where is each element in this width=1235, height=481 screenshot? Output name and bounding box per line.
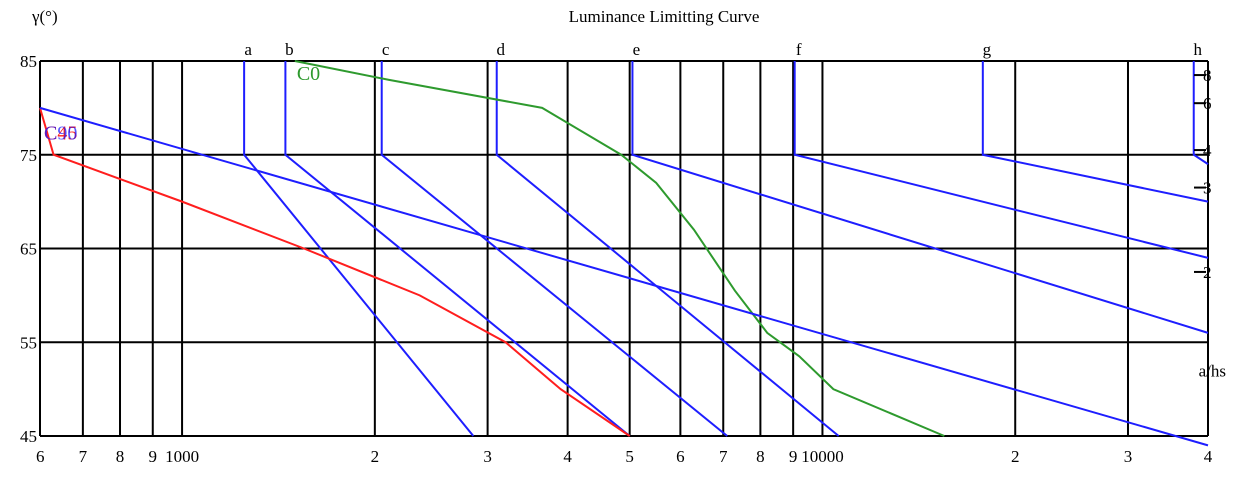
x-tick-label: 3 [483,447,492,466]
y-tick-label: 55 [20,333,37,352]
right-tick-label: 4 [1203,141,1212,160]
series-label-c90: C90 [44,122,77,144]
limit-curve-a [243,61,475,437]
right-tick-label: 3 [1203,179,1212,198]
limit-curve-d [495,61,840,437]
limit-curve-f [793,61,1209,259]
y-tick-label: 75 [20,146,37,165]
x-tick-label: 6 [36,447,45,466]
x-tick-label: 3 [1124,447,1133,466]
y-tick-label: 85 [20,52,37,71]
series-label-c45: C45 [44,122,77,144]
y-tick-label: 65 [20,240,37,259]
x-tick-label: 4 [1204,447,1213,466]
curve-label-h: h [1193,40,1202,59]
x-tick-label: 10000 [801,447,844,466]
y-tick-label: 45 [20,427,37,446]
chart-title: Luminance Limitting Curve [569,7,760,26]
x-tick-label: 2 [371,447,380,466]
curve-label-d: d [496,40,505,59]
series-layer [39,60,1209,447]
x-axis-label: a/hs [1199,361,1226,380]
x-tick-label: 9 [149,447,158,466]
x-tick-label: 7 [79,447,88,466]
series-c45 [39,107,631,437]
x-tick-label: 9 [789,447,798,466]
curve-label-f: f [796,40,802,59]
x-tick-label: 8 [116,447,125,466]
limit-curve-c [380,61,728,437]
x-tick-label: 5 [625,447,634,466]
right-tick-label: 6 [1203,94,1212,113]
grid-layer [39,60,1209,437]
x-tick-label: 1000 [165,447,199,466]
limit-curve-b [284,61,631,437]
curve-label-c: c [382,40,390,59]
series-c0 [294,60,945,437]
curve-label-e: e [633,40,641,59]
limit-curve-g [981,61,1209,203]
series-label-c0: C0 [297,63,320,85]
curve-label-g: g [983,40,992,59]
x-tick-label: 4 [563,447,572,466]
curve-label-a: a [244,40,252,59]
limit-curves-layer [243,61,1209,437]
curve-label-b: b [285,40,294,59]
y-axis-label: γ(°) [31,7,58,26]
limit-curve-h [1192,61,1209,165]
x-tick-label: 8 [756,447,765,466]
x-tick-label: 6 [676,447,685,466]
right-tick-label: 2 [1203,263,1212,282]
right-tick-label: 8 [1203,66,1212,85]
x-tick-label: 7 [719,447,728,466]
limit-curve-e [631,61,1209,334]
x-tick-label: 2 [1011,447,1020,466]
series-c90 [39,106,1209,447]
